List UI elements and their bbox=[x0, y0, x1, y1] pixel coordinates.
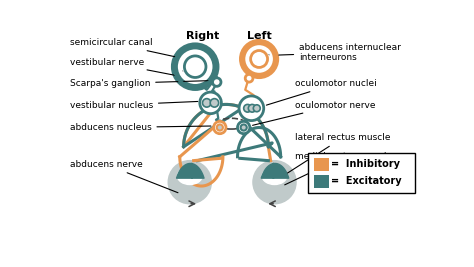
Text: abducens nerve: abducens nerve bbox=[70, 160, 178, 193]
Text: oculomotor nerve: oculomotor nerve bbox=[253, 101, 376, 125]
Ellipse shape bbox=[177, 168, 202, 184]
Text: abducens nucleus: abducens nucleus bbox=[70, 123, 211, 132]
Text: medial rectus muscle: medial rectus muscle bbox=[285, 152, 392, 185]
Text: Scarpa's ganglion: Scarpa's ganglion bbox=[70, 79, 210, 88]
Text: =  Excitatory: = Excitatory bbox=[331, 176, 402, 186]
Circle shape bbox=[241, 124, 247, 131]
Text: =  Inhibitory: = Inhibitory bbox=[331, 159, 401, 170]
Ellipse shape bbox=[262, 168, 287, 184]
Circle shape bbox=[210, 99, 219, 107]
Text: Left: Left bbox=[247, 31, 272, 41]
Circle shape bbox=[245, 74, 253, 82]
Circle shape bbox=[244, 104, 251, 112]
Text: Right: Right bbox=[186, 31, 219, 41]
Circle shape bbox=[174, 46, 216, 88]
Circle shape bbox=[217, 124, 223, 131]
FancyBboxPatch shape bbox=[314, 175, 329, 188]
Text: vestibular nerve: vestibular nerve bbox=[70, 58, 175, 75]
Circle shape bbox=[251, 50, 267, 68]
Circle shape bbox=[239, 96, 264, 121]
Circle shape bbox=[212, 78, 221, 86]
Circle shape bbox=[202, 99, 211, 107]
Text: vestibular nucleus: vestibular nucleus bbox=[70, 101, 198, 110]
Text: oculomotor nuclei: oculomotor nuclei bbox=[266, 79, 377, 105]
Circle shape bbox=[248, 104, 256, 112]
Circle shape bbox=[200, 92, 221, 114]
FancyBboxPatch shape bbox=[309, 153, 415, 193]
FancyBboxPatch shape bbox=[314, 158, 329, 171]
Circle shape bbox=[214, 121, 226, 134]
Text: semicircular canal: semicircular canal bbox=[70, 38, 175, 57]
Circle shape bbox=[253, 161, 296, 204]
Text: lateral rectus muscle: lateral rectus muscle bbox=[288, 133, 391, 173]
Circle shape bbox=[168, 161, 211, 204]
Circle shape bbox=[237, 121, 250, 134]
Circle shape bbox=[184, 56, 206, 77]
Text: abducens internuclear
interneurons: abducens internuclear interneurons bbox=[279, 43, 401, 62]
Circle shape bbox=[242, 42, 276, 76]
Circle shape bbox=[253, 105, 260, 112]
